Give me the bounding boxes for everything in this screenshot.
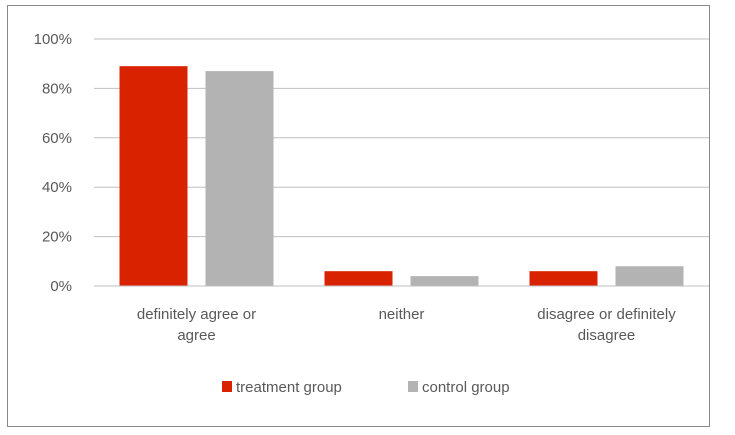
legend: treatment group control group (222, 379, 510, 396)
gridlines (94, 38, 709, 238)
y-tick-label: 0% (50, 278, 72, 295)
y-tick-label: 40% (42, 179, 72, 196)
legend-swatch (222, 381, 232, 392)
y-tick-label: 80% (42, 80, 72, 97)
legend-swatch (408, 381, 418, 392)
bar-control-group (205, 71, 274, 286)
bar-treatment-group (119, 66, 188, 286)
bar-control-group (615, 266, 684, 286)
category-label: disagree or definitely disagree (537, 306, 676, 344)
legend-label: control group (422, 379, 510, 396)
y-tick-label: 20% (42, 229, 72, 246)
y-axis-tick-labels: 0% 20% 40% 60% 80% 100% (34, 31, 72, 295)
category-labels: definitely agree or agree neither disagree … (137, 306, 676, 344)
bar-treatment-group (529, 271, 598, 286)
bars (119, 66, 684, 286)
legend-label: treatment group (236, 379, 342, 396)
y-tick-label: 60% (42, 130, 72, 147)
y-tick-label: 100% (34, 31, 72, 48)
category-label: neither (379, 306, 425, 323)
bar-control-group (410, 276, 479, 286)
bar-treatment-group (324, 271, 393, 286)
category-label: definitely agree or agree (137, 306, 256, 344)
